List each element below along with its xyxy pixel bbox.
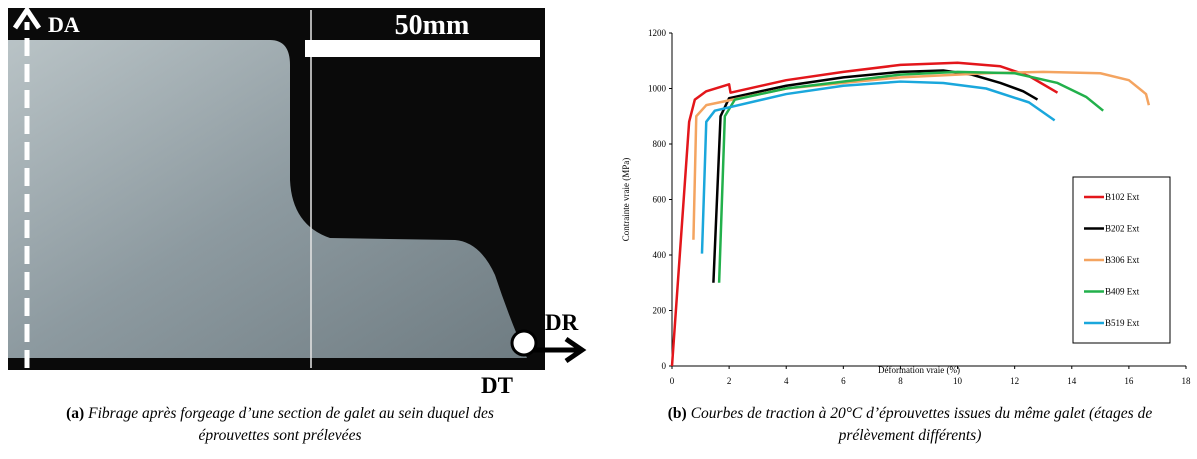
y-tick-label: 1200 bbox=[648, 28, 667, 38]
da-label: DA bbox=[48, 12, 80, 37]
caption-label: (b) bbox=[667, 405, 687, 422]
y-tick-label: 800 bbox=[653, 139, 667, 149]
legend-label: B409 Ext bbox=[1105, 287, 1140, 297]
dt-symbol bbox=[510, 329, 538, 357]
scale-bar bbox=[305, 40, 540, 57]
y-tick-label: 200 bbox=[653, 306, 667, 316]
y-tick-label: 0 bbox=[662, 361, 667, 371]
x-tick-label: 2 bbox=[727, 376, 732, 386]
x-axis-title: Déformation vraie (%) bbox=[878, 365, 960, 375]
y-tick-label: 400 bbox=[653, 250, 667, 260]
x-tick-label: 16 bbox=[1124, 376, 1134, 386]
caption-text: Fibrage après forgeage d’une section de … bbox=[88, 405, 494, 444]
caption-a: (a) Fibrage après forgeage d’une section … bbox=[40, 403, 520, 447]
caption-text: Courbes de traction à 20°C d’éprouvettes… bbox=[690, 405, 1153, 444]
photo: DA 50mm DR DT bbox=[8, 5, 587, 398]
y-axis-title: Contrainte vraie (MPa) bbox=[621, 158, 631, 241]
scale-label: 50mm bbox=[395, 10, 470, 41]
caption-b: (b) Courbes de traction à 20°C d’éprouvet… bbox=[650, 403, 1170, 447]
x-tick-label: 4 bbox=[784, 376, 789, 386]
caption-label: (a) bbox=[66, 405, 85, 422]
legend-label: B202 Ext bbox=[1105, 224, 1140, 234]
x-tick-label: 0 bbox=[670, 376, 675, 386]
x-tick-label: 8 bbox=[898, 376, 903, 386]
dt-label: DT bbox=[481, 373, 513, 398]
x-tick-label: 12 bbox=[1010, 376, 1019, 386]
forged-section bbox=[8, 40, 527, 358]
x-tick-label: 14 bbox=[1067, 376, 1077, 386]
y-tick-label: 600 bbox=[653, 195, 667, 205]
dr-arrowhead bbox=[564, 336, 587, 364]
x-tick-label: 18 bbox=[1182, 376, 1192, 386]
x-tick-label: 10 bbox=[953, 376, 963, 386]
y-tick-label: 1000 bbox=[648, 84, 667, 94]
curve bbox=[670, 61, 1059, 367]
da-arrowhead bbox=[12, 5, 42, 30]
chart: 0 200 400 600 800 1000 1200 0 2 4 6 8 10 12 14 16 18 Défo… bbox=[621, 28, 1191, 386]
dr-label: DR bbox=[545, 310, 579, 335]
x-tick-label: 6 bbox=[841, 376, 846, 386]
curve bbox=[717, 70, 1104, 283]
legend-label: B519 Ext bbox=[1105, 318, 1140, 328]
curve bbox=[700, 80, 1056, 254]
curve bbox=[712, 69, 1039, 283]
legend-label: B102 Ext bbox=[1105, 192, 1140, 202]
legend-label: B306 Ext bbox=[1105, 255, 1140, 265]
